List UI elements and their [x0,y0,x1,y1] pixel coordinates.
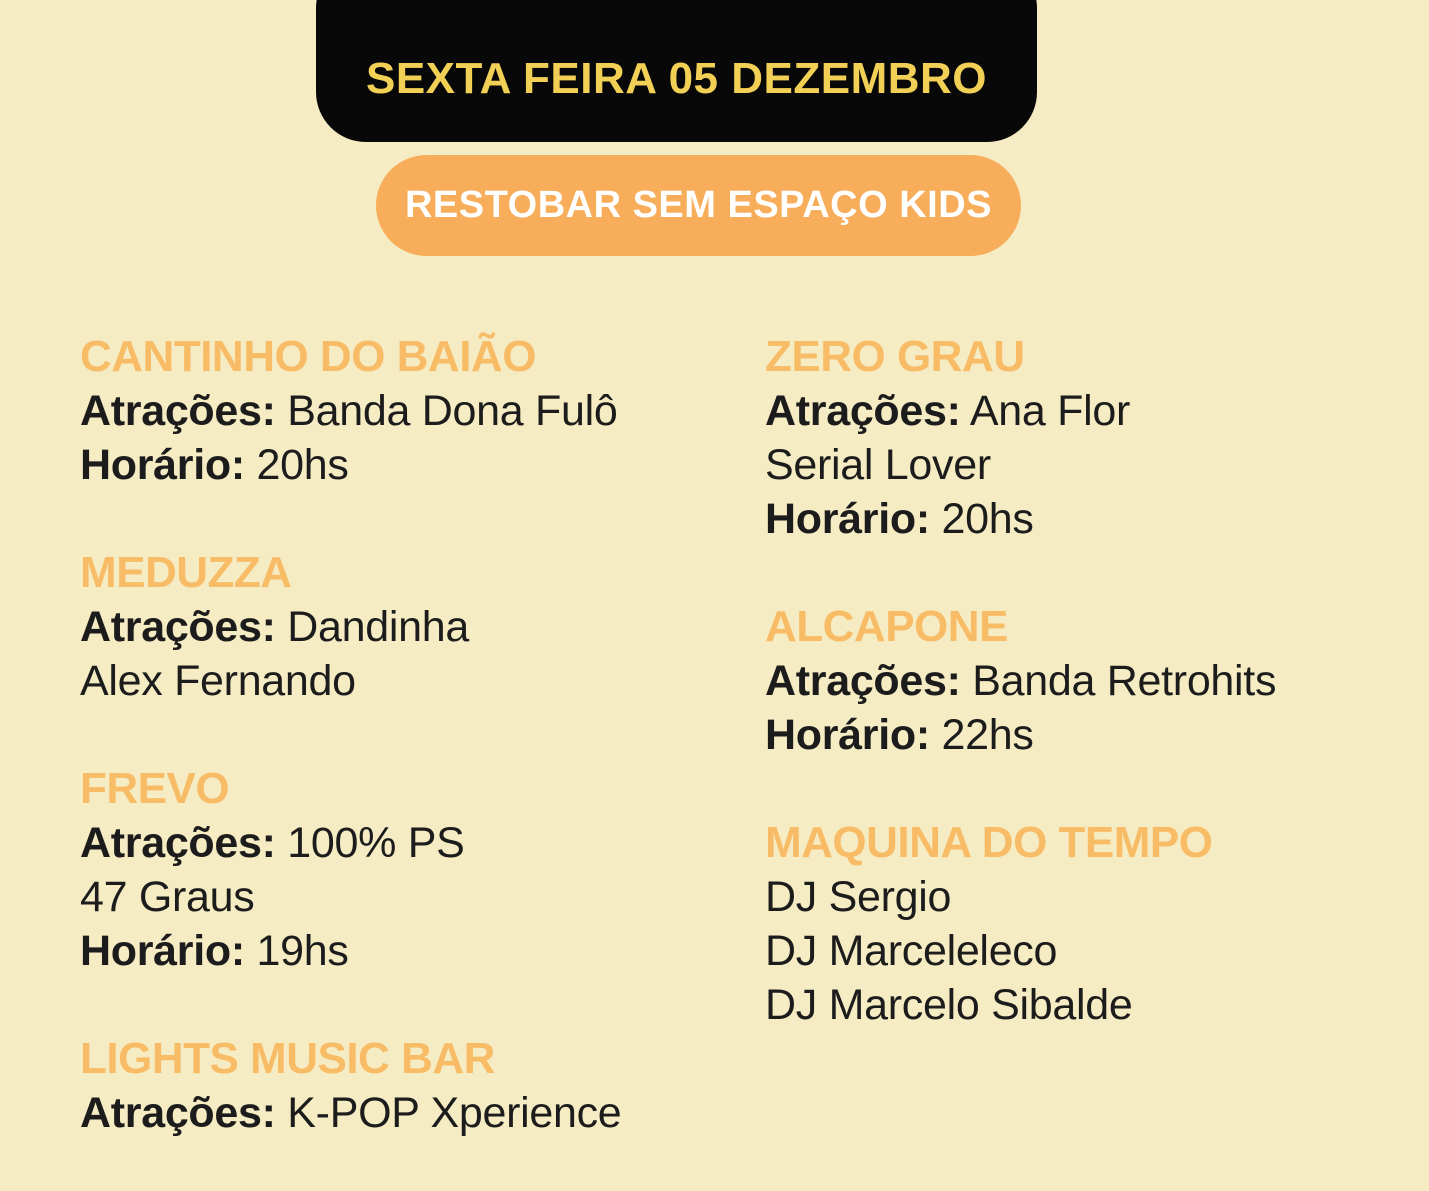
line-text: 22hs [929,711,1034,759]
line-text: DJ Sergio [765,873,952,921]
line-label: Horário: [765,495,930,543]
venue-block-zero-grau: ZERO GRAU Atrações: Ana Flor Serial Love… [765,330,1385,546]
restobar-pill-label: RESTOBAR SEM ESPAÇO KIDS [404,184,992,226]
line-text: 19hs [244,927,349,975]
venue-line: Horário: 20hs [765,492,1385,546]
venue-title: LIGHTS MUSIC BAR [80,1034,495,1083]
line-text: Banda Retrohits [960,657,1277,705]
venue-title: CANTINHO DO BAIÃO [80,332,536,381]
venue-line: 47 Graus [80,870,730,924]
line-text: DJ Marceleleco [765,927,1058,975]
venue-title: MEDUZZA [80,548,292,597]
venue-block-frevo: FREVO Atrações: 100% PS 47 Graus Horário… [80,762,730,978]
venue-line: Atrações: 100% PS [80,816,730,870]
venue-block-maquina-do-tempo: MAQUINA DO TEMPO DJ Sergio DJ Marcelelec… [765,816,1385,1032]
venue-title: FREVO [80,764,230,813]
line-text: DJ Marcelo Sibalde [765,981,1133,1029]
venue-line: Horário: 22hs [765,708,1385,762]
restobar-pill: RESTOBAR SEM ESPAÇO KIDS [376,155,1021,256]
line-label: Atrações: [80,819,276,867]
line-text: K-POP Xperience [275,1089,622,1137]
venue-title: ALCAPONE [765,602,1008,651]
line-label: Atrações: [765,387,961,435]
venue-line: Atrações: Ana Flor [765,384,1385,438]
line-label: Atrações: [80,1089,276,1137]
line-text: 20hs [929,495,1034,543]
line-label: Atrações: [765,657,961,705]
line-label: Horário: [765,711,930,759]
line-text: Serial Lover [765,441,991,489]
line-label: Horário: [80,927,245,975]
venue-line: Atrações: Banda Dona Fulô [80,384,730,438]
venue-line: DJ Sergio [765,870,1385,924]
venue-block-alcapone: ALCAPONE Atrações: Banda Retrohits Horár… [765,600,1385,762]
venue-line: Atrações: K-POP Xperience [80,1086,730,1140]
venue-title: ZERO GRAU [765,332,1025,381]
line-label: Atrações: [80,387,276,435]
venue-line: DJ Marcelo Sibalde [765,978,1385,1032]
line-label: Atrações: [80,603,276,651]
venue-line: Atrações: Dandinha [80,600,730,654]
line-text: Alex Fernando [80,657,356,705]
line-text: 47 Graus [80,873,255,921]
date-banner: SEXTA FEIRA 05 DEZEMBRO [316,0,1037,142]
venue-block-meduzza: MEDUZZA Atrações: Dandinha Alex Fernando [80,546,730,708]
line-label: Horário: [80,441,245,489]
venue-line: Alex Fernando [80,654,730,708]
venue-line: Horário: 20hs [80,438,730,492]
venue-line: Serial Lover [765,438,1385,492]
venue-block-cantinho-do-baiao: CANTINHO DO BAIÃO Atrações: Banda Dona F… [80,330,730,492]
date-banner-label: SEXTA FEIRA 05 DEZEMBRO [365,54,988,103]
line-text: Dandinha [275,603,469,651]
right-column: ZERO GRAU Atrações: Ana Flor Serial Love… [765,330,1385,1086]
line-text: 100% PS [275,819,465,867]
line-text: Banda Dona Fulô [275,387,618,435]
line-text: Ana Flor [960,387,1131,435]
venue-line: Horário: 19hs [80,924,730,978]
venue-line: DJ Marceleleco [765,924,1385,978]
left-column: CANTINHO DO BAIÃO Atrações: Banda Dona F… [80,330,730,1191]
venue-line: Atrações: Banda Retrohits [765,654,1385,708]
line-text: 20hs [244,441,349,489]
venue-title: MAQUINA DO TEMPO [765,818,1213,867]
venue-block-lights-music-bar: LIGHTS MUSIC BAR Atrações: K-POP Xperien… [80,1032,730,1140]
